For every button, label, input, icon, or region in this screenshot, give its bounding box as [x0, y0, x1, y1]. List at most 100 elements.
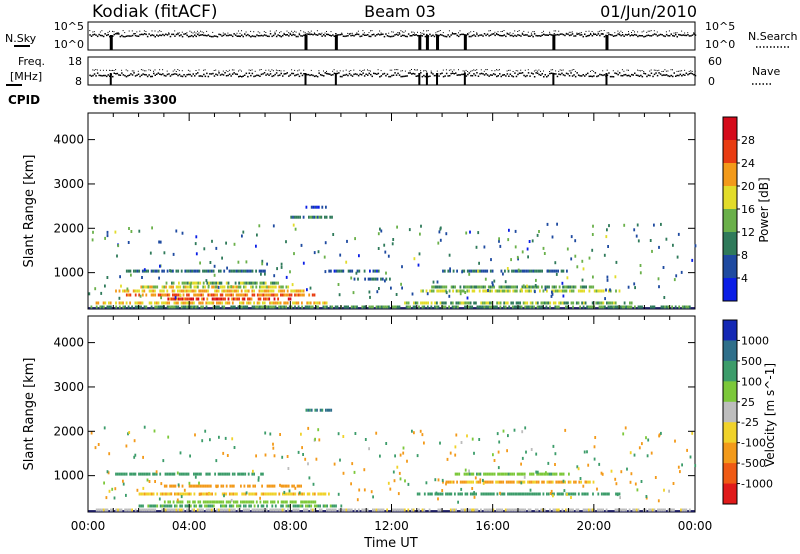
echo-cell	[416, 492, 419, 496]
noise-point	[93, 33, 96, 36]
echo-cell	[565, 301, 568, 305]
noise-point	[251, 35, 254, 37]
nave-point	[265, 69, 267, 71]
echo-cell	[280, 484, 283, 488]
echo-cell	[460, 508, 463, 512]
echo-cell	[284, 484, 287, 488]
echo-cell	[581, 278, 584, 282]
freq-point	[186, 74, 188, 76]
echo-cell	[291, 283, 294, 287]
echo-cell	[450, 301, 452, 305]
noise-point	[464, 34, 466, 36]
echo-cell	[534, 480, 536, 484]
echo-cell	[337, 283, 340, 286]
echo-cell	[505, 301, 507, 305]
nave-point	[362, 70, 364, 71]
noise-point	[274, 33, 276, 35]
echo-cell	[325, 301, 328, 305]
echo-cell	[184, 301, 186, 305]
nave-point	[540, 70, 541, 72]
nave-point	[506, 70, 508, 72]
noise-point	[635, 34, 638, 36]
colorbar-segment	[723, 401, 737, 423]
nave-point	[342, 70, 344, 72]
freq-point	[221, 73, 223, 76]
echo-cell	[163, 504, 166, 508]
echo-cell	[228, 289, 231, 293]
echo-cell	[641, 305, 643, 309]
echo-cell	[95, 301, 98, 305]
noise-point	[181, 35, 184, 38]
echo-cell	[228, 269, 231, 273]
echo-cell	[104, 301, 107, 305]
echo-cell	[687, 305, 689, 309]
echo-cell	[460, 441, 463, 444]
echo-cell	[516, 285, 518, 289]
noise-point	[239, 35, 241, 38]
search-noise-point	[668, 30, 670, 32]
echo-cell	[474, 269, 476, 273]
echo-cell	[529, 508, 532, 512]
freq-point	[512, 75, 515, 78]
echo-cell	[400, 282, 402, 286]
echo-cell	[527, 269, 529, 273]
echo-cell	[118, 289, 121, 293]
echo-cell	[173, 508, 176, 512]
echo-cell	[547, 461, 550, 465]
echo-cell	[125, 493, 127, 497]
echo-cell	[535, 452, 538, 456]
freq-point	[216, 74, 219, 76]
noise-gap-marker	[605, 35, 609, 50]
echo-cell	[306, 508, 309, 512]
echo-cell	[411, 508, 413, 512]
freq-point	[576, 72, 578, 74]
echo-cell	[108, 489, 111, 493]
nave-point	[476, 69, 478, 71]
freq-point	[228, 73, 231, 75]
freq-point	[365, 73, 367, 75]
echo-cell	[470, 480, 473, 484]
echo-cell	[209, 293, 211, 297]
noise-point	[180, 34, 182, 36]
echo-cell	[147, 508, 149, 512]
echo-cell	[367, 277, 370, 281]
echo-cell	[159, 293, 162, 297]
noise-point	[370, 35, 372, 38]
noise-point	[128, 35, 131, 37]
echo-cell	[397, 492, 400, 496]
echo-cell	[466, 492, 469, 496]
echo-cell	[282, 492, 284, 496]
echo-cell	[479, 285, 481, 289]
echo-cell	[586, 305, 588, 309]
echo-cell	[248, 508, 250, 512]
nave-point	[248, 69, 250, 71]
freq-point	[530, 72, 533, 74]
echo-cell	[274, 305, 277, 309]
echo-cell	[537, 285, 540, 289]
noise-point	[527, 35, 530, 37]
freq-point	[644, 73, 647, 75]
echo-cell	[676, 255, 679, 259]
echo-cell	[280, 285, 282, 289]
freq-point	[690, 72, 692, 74]
echo-cell	[550, 269, 552, 273]
echo-cell	[283, 305, 286, 309]
echo-cell	[496, 289, 499, 293]
echo-cell	[268, 484, 271, 488]
echo-cell	[247, 484, 249, 488]
echo-cell	[554, 508, 557, 512]
echo-cell	[252, 281, 255, 285]
echo-cell	[399, 477, 402, 481]
echo-cell	[532, 269, 535, 273]
echo-cell	[534, 269, 536, 273]
noise-point	[213, 35, 216, 37]
nave-point	[367, 69, 368, 71]
echo-cell	[169, 269, 171, 273]
nave-point	[515, 70, 517, 72]
echo-cell	[478, 261, 480, 265]
echo-cell	[575, 508, 578, 512]
echo-cell	[244, 504, 247, 508]
echo-cell	[677, 232, 680, 236]
search-noise-point	[295, 31, 297, 33]
echo-cell	[258, 224, 261, 228]
